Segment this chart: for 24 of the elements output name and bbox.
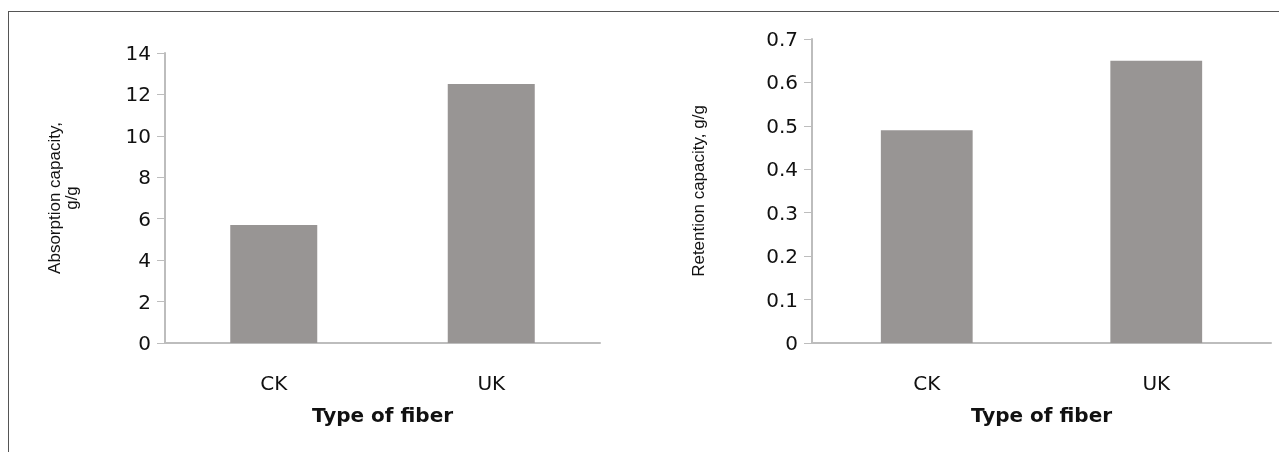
- y-tick-label: 0: [138, 331, 151, 355]
- x-axis-title: Type of fiber: [311, 403, 454, 427]
- y-tick-label: 12: [125, 82, 151, 107]
- y-tick-label: 0.3: [766, 200, 798, 225]
- y-tick-label: 14: [125, 41, 151, 65]
- y-tick-label: 4: [138, 248, 151, 273]
- y-tick-label: 0: [785, 331, 798, 355]
- y-tick-label: 8: [138, 165, 151, 190]
- y-tick-label: 6: [138, 206, 151, 231]
- y-tick-label: 10: [125, 123, 151, 148]
- y-tick-label: 2: [138, 289, 151, 314]
- y-tick-label: 0.4: [766, 157, 798, 182]
- y-tick-label: 0.7: [766, 27, 798, 51]
- y-tick-label: 0.1: [766, 287, 798, 312]
- y-tick-label: 0.6: [766, 70, 798, 95]
- y-axis-title: Retention capacity, g/g: [689, 105, 708, 277]
- y-axis-title: Absorption capacity, g/g: [45, 122, 81, 274]
- x-tick-label: CK: [260, 371, 289, 395]
- x-tick-label: UK: [477, 371, 507, 395]
- y-tick-label: 0.2: [766, 244, 798, 269]
- y-tick-label: 0.5: [766, 113, 798, 138]
- x-tick-label: CK: [913, 371, 942, 395]
- x-axis-title: Type of fiber: [970, 403, 1113, 427]
- x-tick-label: UK: [1142, 371, 1172, 395]
